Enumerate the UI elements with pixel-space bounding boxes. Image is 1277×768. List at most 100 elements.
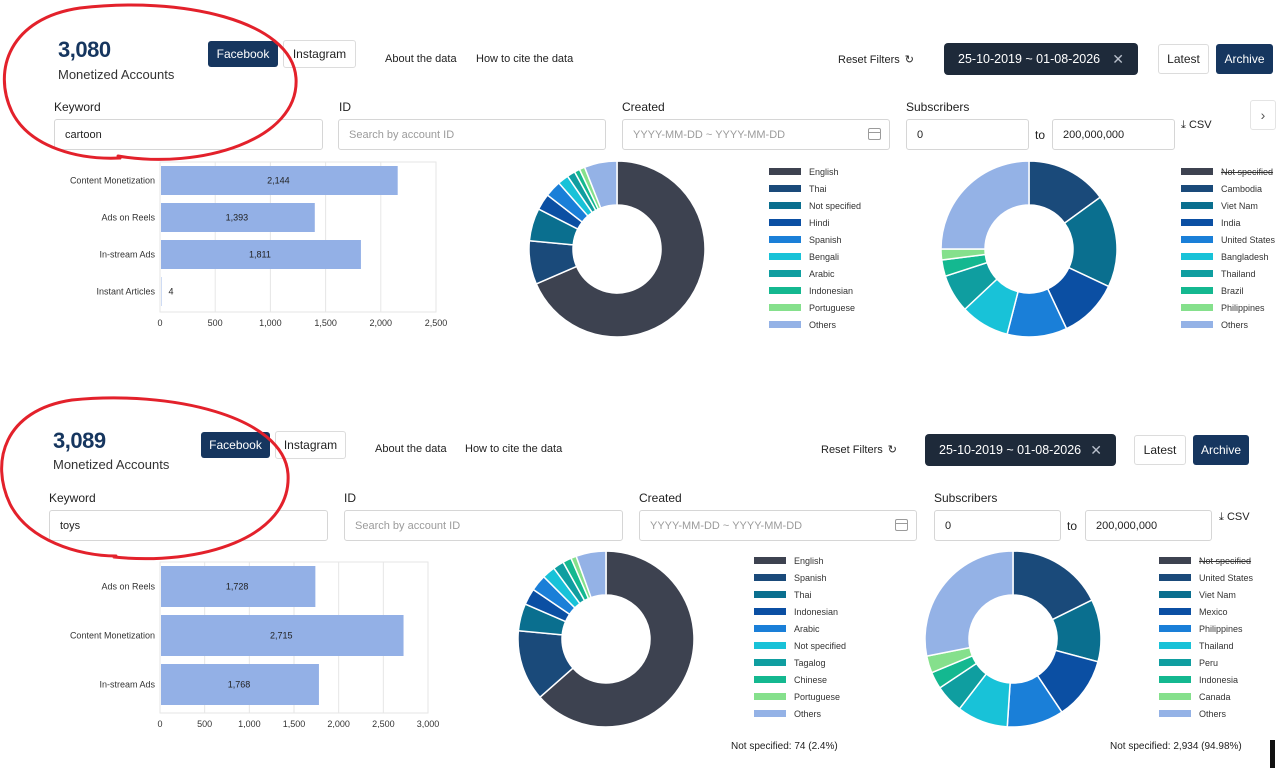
donut-slice [583, 160, 618, 210]
tab-facebook[interactable]: Facebook [208, 41, 278, 67]
refresh-icon: ↻ [904, 54, 914, 66]
chevron-right-icon[interactable]: › [1250, 100, 1276, 130]
subscribers-max-input[interactable]: 200,000,000 [1052, 119, 1175, 150]
legend-item[interactable]: Viet Nam [1181, 197, 1275, 214]
legend-item[interactable]: Not specified [769, 197, 861, 214]
csv-download-button[interactable]: ⤓ CSV [1181, 119, 1212, 132]
legend-item[interactable]: Portuguese [769, 299, 861, 316]
x-tick-label: 2,000 [370, 318, 393, 328]
language-footnote: Not specified: 74 (2.4%) [731, 741, 838, 752]
x-tick-label: 1,000 [259, 318, 282, 328]
x-tick-label: 2,500 [372, 719, 395, 728]
archive-button[interactable]: Archive [1216, 44, 1273, 74]
legend-item[interactable]: Others [769, 316, 861, 333]
legend-label: Arabic [809, 268, 835, 279]
legend-item[interactable]: English [769, 163, 861, 180]
donut-slice [940, 160, 1030, 250]
legend-item[interactable]: United States [1159, 569, 1253, 586]
latest-button[interactable]: Latest [1134, 435, 1186, 465]
cite-data-link[interactable]: How to cite the data [476, 53, 574, 65]
legend-item[interactable]: Thai [754, 586, 846, 603]
close-icon[interactable]: ✕ [1090, 441, 1102, 458]
x-tick-label: 1,500 [283, 719, 306, 728]
account-id-input[interactable]: Search by account ID [344, 510, 623, 541]
reset-filters-button[interactable]: Reset Filters ↻ [838, 53, 914, 66]
legend-item[interactable]: Indonesia [1159, 671, 1253, 688]
legend-label: Others [1199, 708, 1227, 719]
legend-item[interactable]: Philippines [1181, 299, 1275, 316]
legend-label: Hindi [809, 217, 830, 228]
category-label: Ads on Reels [101, 582, 155, 592]
legend-item[interactable]: Peru [1159, 654, 1253, 671]
legend-swatch [754, 625, 786, 632]
csv-download-button[interactable]: ⤓ CSV [1219, 511, 1250, 524]
subscribers-min-input[interactable]: 0 [906, 119, 1029, 150]
latest-button[interactable]: Latest [1158, 44, 1209, 74]
legend-item[interactable]: United States [1181, 231, 1275, 248]
bar [161, 566, 316, 607]
legend-item[interactable]: Others [754, 705, 846, 722]
legend-swatch [754, 676, 786, 683]
legend-item[interactable]: Arabic [769, 265, 861, 282]
legend-item[interactable]: Indonesian [754, 603, 846, 620]
legend-item[interactable]: Thailand [1159, 637, 1253, 654]
legend-item[interactable]: Chinese [754, 671, 846, 688]
legend-item[interactable]: Hindi [769, 214, 861, 231]
calendar-icon[interactable] [868, 128, 881, 140]
legend-item[interactable]: Bengali [769, 248, 861, 265]
legend-swatch [1181, 168, 1213, 175]
date-range-picker[interactable]: 25-10-2019 ~ 01-08-2026 ✕ [925, 434, 1116, 466]
about-data-link[interactable]: About the data [375, 443, 447, 455]
legend-item[interactable]: Canada [1159, 688, 1253, 705]
about-data-link[interactable]: About the data [385, 53, 457, 65]
legend-item[interactable]: Thailand [1181, 265, 1275, 282]
tab-instagram[interactable]: Instagram [283, 40, 356, 68]
legend-item[interactable]: Tagalog [754, 654, 846, 671]
keyword-input[interactable]: toys [49, 510, 328, 541]
subscribers-min-input[interactable]: 0 [934, 510, 1061, 541]
legend-item[interactable]: Philippines [1159, 620, 1253, 637]
tab-instagram[interactable]: Instagram [275, 431, 346, 459]
created-date-input[interactable]: YYYY-MM-DD ~ YYYY-MM-DD [639, 510, 917, 541]
legend-item[interactable]: Others [1181, 316, 1275, 333]
legend-label: Thailand [1221, 268, 1256, 279]
legend-swatch [754, 659, 786, 666]
legend-item[interactable]: Not specified [1159, 552, 1253, 569]
calendar-icon[interactable] [895, 519, 908, 531]
legend-item[interactable]: Mexico [1159, 603, 1253, 620]
legend-item[interactable]: Thai [769, 180, 861, 197]
legend-item[interactable]: Viet Nam [1159, 586, 1253, 603]
legend-item[interactable]: Others [1159, 705, 1253, 722]
account-id-input[interactable]: Search by account ID [338, 119, 606, 150]
subscribers-to-label: to [1035, 128, 1046, 142]
subscribers-max-input[interactable]: 200,000,000 [1085, 510, 1212, 541]
tab-facebook[interactable]: Facebook [201, 432, 270, 458]
legend-item[interactable]: Spanish [754, 569, 846, 586]
legend-item[interactable]: Brazil [1181, 282, 1275, 299]
date-range-picker[interactable]: 25-10-2019 ~ 01-08-2026 ✕ [944, 43, 1138, 75]
legend-item[interactable]: Not specified [754, 637, 846, 654]
csv-label: CSV [1188, 119, 1212, 131]
legend-item[interactable]: Bangladesh [1181, 248, 1275, 265]
legend-item[interactable]: Arabic [754, 620, 846, 637]
archive-button[interactable]: Archive [1193, 435, 1249, 465]
country-donut-chart [940, 160, 1118, 338]
close-icon[interactable]: ✕ [1112, 50, 1124, 67]
donut-slice [575, 550, 607, 599]
legend-label: Brazil [1221, 285, 1244, 296]
legend-item[interactable]: Not specified [1181, 163, 1275, 180]
category-label: Ads on Reels [101, 213, 155, 223]
legend-item[interactable]: Portuguese [754, 688, 846, 705]
legend-item[interactable]: Indonesian [769, 282, 861, 299]
x-tick-label: 500 [208, 318, 223, 328]
legend-swatch [769, 304, 801, 311]
created-date-input[interactable]: YYYY-MM-DD ~ YYYY-MM-DD [622, 119, 890, 150]
legend-item[interactable]: India [1181, 214, 1275, 231]
reset-filters-button[interactable]: Reset Filters ↻ [821, 443, 897, 456]
keyword-input[interactable]: cartoon [54, 119, 323, 150]
legend-item[interactable]: English [754, 552, 846, 569]
cite-data-link[interactable]: How to cite the data [465, 443, 563, 455]
legend-item[interactable]: Spanish [769, 231, 861, 248]
created-label: Created [639, 491, 682, 505]
legend-item[interactable]: Cambodia [1181, 180, 1275, 197]
